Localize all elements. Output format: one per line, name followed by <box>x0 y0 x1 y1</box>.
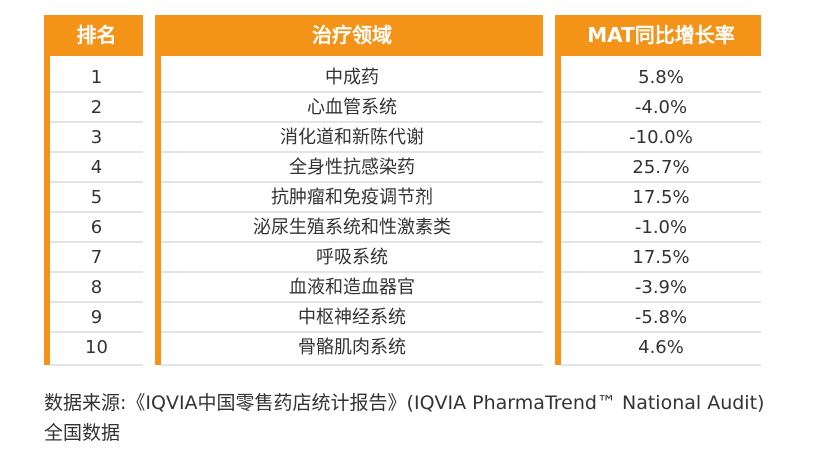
cell-text: 4 <box>91 157 102 178</box>
cell-text: 中枢神经系统 <box>298 307 406 328</box>
cell-text: -3.9% <box>635 277 687 298</box>
column-bar <box>555 15 561 365</box>
cell-text: 心血管系统 <box>307 97 397 118</box>
header-cell <box>155 15 543 56</box>
cell-text: 10 <box>85 337 108 358</box>
column-bar <box>155 15 161 365</box>
cell-text: 7 <box>91 247 102 268</box>
header-text: 治疗领域 <box>312 23 392 47</box>
cell-text: -10.0% <box>629 127 693 148</box>
cell-text: 消化道和新陈代谢 <box>280 127 424 148</box>
cell-text: 5 <box>91 187 102 208</box>
footnote: 数据来源:《IQVIA中国零售药店统计报告》(IQVIA PharmaTrend… <box>44 392 765 444</box>
cell-text: 17.5% <box>632 247 689 268</box>
cell-text: 血液和造血器官 <box>289 277 415 298</box>
header-cell <box>555 15 761 56</box>
cell-text: 3 <box>91 127 102 148</box>
cell-text: 25.7% <box>632 157 689 178</box>
cell-text: 8 <box>91 277 102 298</box>
cell-text: -1.0% <box>635 217 687 238</box>
column-bar <box>44 15 50 365</box>
cell-text: 中成药 <box>325 67 379 88</box>
cell-text: -4.0% <box>635 97 687 118</box>
cell-text: 骨骼肌肉系统 <box>298 337 406 358</box>
cell-text: -5.8% <box>635 307 687 328</box>
cell-text: 9 <box>91 307 102 328</box>
cell-text: 4.6% <box>638 337 684 358</box>
cell-text: 5.8% <box>638 67 684 88</box>
cell-text: 2 <box>91 97 102 118</box>
cell-text: 全身性抗感染药 <box>289 157 415 178</box>
cell-text: 6 <box>91 217 102 238</box>
cell-text: 泌尿生殖系统和性激素类 <box>253 216 451 238</box>
header-text: MAT同比增长率 <box>587 23 734 47</box>
table: 排名 1 2 3 4 5 6 7 8 9 10 治疗领域中成药心血管系统消化道和新陈代谢全身性抗感染药… <box>44 15 761 366</box>
cell-text: 1 <box>91 67 102 88</box>
header-cell <box>44 15 143 56</box>
header-text: 排名 <box>77 23 117 47</box>
cell-text: 17.5% <box>632 187 689 208</box>
cell-text: 呼吸系统 <box>316 247 388 268</box>
cell-text: 抗肿瘤和免疫调节剂 <box>271 187 433 208</box>
